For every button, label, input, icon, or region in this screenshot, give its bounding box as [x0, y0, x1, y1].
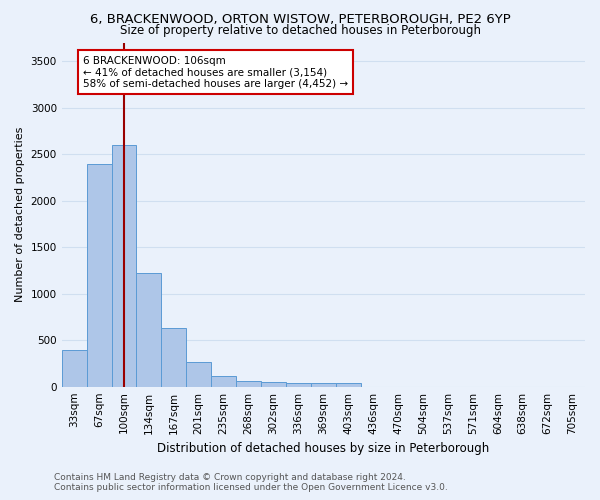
Bar [336, 384, 361, 386]
Text: 6, BRACKENWOOD, ORTON WISTOW, PETERBOROUGH, PE2 6YP: 6, BRACKENWOOD, ORTON WISTOW, PETERBOROU… [89, 12, 511, 26]
Bar [211, 376, 236, 386]
Y-axis label: Number of detached properties: Number of detached properties [15, 127, 25, 302]
Bar [112, 145, 136, 386]
Bar [261, 382, 286, 386]
Text: 6 BRACKENWOOD: 106sqm
← 41% of detached houses are smaller (3,154)
58% of semi-d: 6 BRACKENWOOD: 106sqm ← 41% of detached … [83, 56, 348, 88]
Text: Contains HM Land Registry data © Crown copyright and database right 2024.
Contai: Contains HM Land Registry data © Crown c… [54, 473, 448, 492]
Bar [286, 383, 311, 386]
Bar [86, 164, 112, 386]
Bar [236, 380, 261, 386]
Bar [186, 362, 211, 386]
Bar [311, 384, 336, 386]
Bar [136, 273, 161, 386]
Bar [161, 328, 186, 386]
Bar [62, 350, 86, 386]
Text: Size of property relative to detached houses in Peterborough: Size of property relative to detached ho… [119, 24, 481, 37]
X-axis label: Distribution of detached houses by size in Peterborough: Distribution of detached houses by size … [157, 442, 490, 455]
